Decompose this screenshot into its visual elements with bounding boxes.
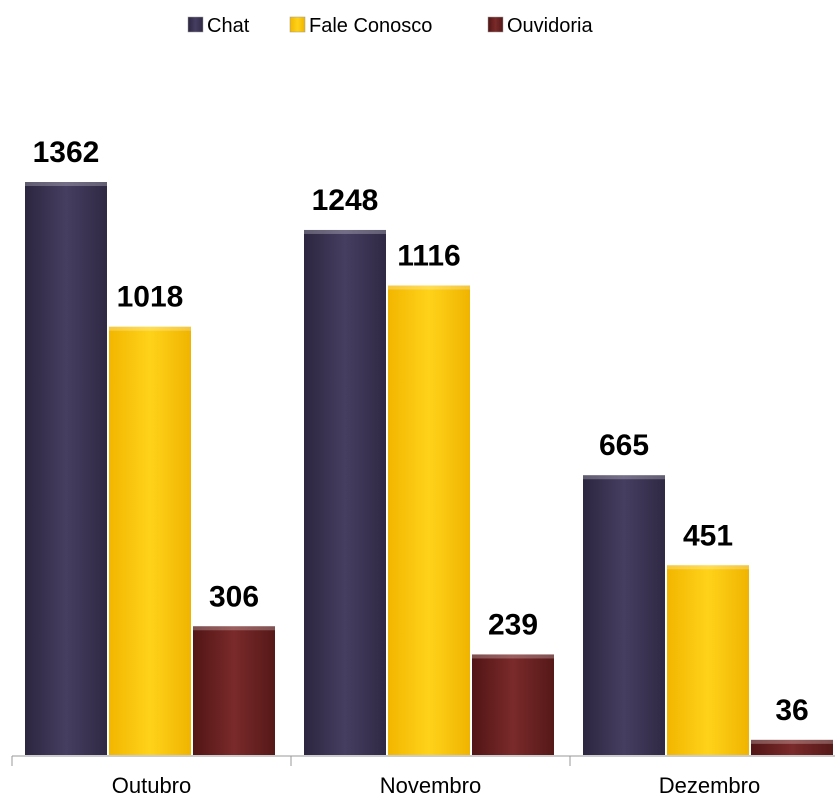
bar-novembro-chat	[304, 229, 386, 756]
data-label-dezembro-ouvidoria: 36	[775, 694, 808, 727]
legend-swatch-ouvidoria	[487, 16, 504, 33]
x-axis: Outubro Novembro Dezembro	[11, 755, 835, 798]
category-label-outubro: Outubro	[112, 773, 192, 798]
legend-swatch-fale-conosco	[289, 16, 306, 33]
bar-bevel-dezembro-fale-conosco	[667, 565, 749, 570]
legend-label-ouvidoria: Ouvidoria	[507, 15, 593, 37]
bars: 1362 1018 306 1248 1116 239 665 451 36	[25, 136, 833, 756]
data-label-novembro-ouvidoria: 239	[488, 608, 538, 641]
legend-label-chat: Chat	[207, 15, 250, 37]
bar-outubro-fale-conosco	[109, 326, 191, 755]
data-label-dezembro-fale-conosco: 451	[683, 519, 733, 552]
bar-bevel-outubro-chat	[25, 182, 107, 186]
data-label-dezembro-chat: 665	[599, 429, 649, 462]
bar-dezembro-ouvidoria	[751, 739, 833, 755]
data-label-outubro-fale-conosco: 1018	[117, 281, 184, 314]
bar-outubro-chat	[25, 182, 107, 755]
bar-bevel-dezembro-ouvidoria	[751, 739, 833, 744]
legend: Chat Fale Conosco Ouvidoria	[187, 15, 593, 37]
bar-novembro-ouvidoria	[472, 654, 554, 755]
legend-item-chat: Chat	[187, 15, 250, 37]
bar-dezembro-chat	[583, 475, 665, 755]
bar-bevel-outubro-ouvidoria	[193, 626, 275, 631]
data-label-novembro-chat: 1248	[312, 184, 379, 217]
legend-item-fale-conosco: Fale Conosco	[289, 15, 432, 37]
bar-bevel-novembro-chat	[304, 229, 386, 234]
legend-label-fale-conosco: Fale Conosco	[309, 15, 432, 37]
bar-bevel-novembro-fale-conosco	[388, 285, 470, 290]
bar-bevel-dezembro-chat	[583, 475, 665, 480]
data-label-outubro-chat: 1362	[33, 136, 100, 169]
legend-swatch-chat	[187, 16, 204, 33]
category-label-novembro: Novembro	[380, 773, 481, 798]
bar-outubro-ouvidoria	[193, 626, 275, 755]
data-label-novembro-fale-conosco: 1116	[397, 239, 460, 272]
category-label-dezembro: Dezembro	[659, 773, 760, 798]
bar-dezembro-fale-conosco	[667, 565, 749, 755]
bar-bevel-outubro-fale-conosco	[109, 326, 191, 331]
data-label-outubro-ouvidoria: 306	[209, 580, 259, 613]
bar-novembro-fale-conosco	[388, 285, 470, 755]
bar-bevel-novembro-ouvidoria	[472, 654, 554, 659]
legend-item-ouvidoria: Ouvidoria	[487, 15, 593, 37]
